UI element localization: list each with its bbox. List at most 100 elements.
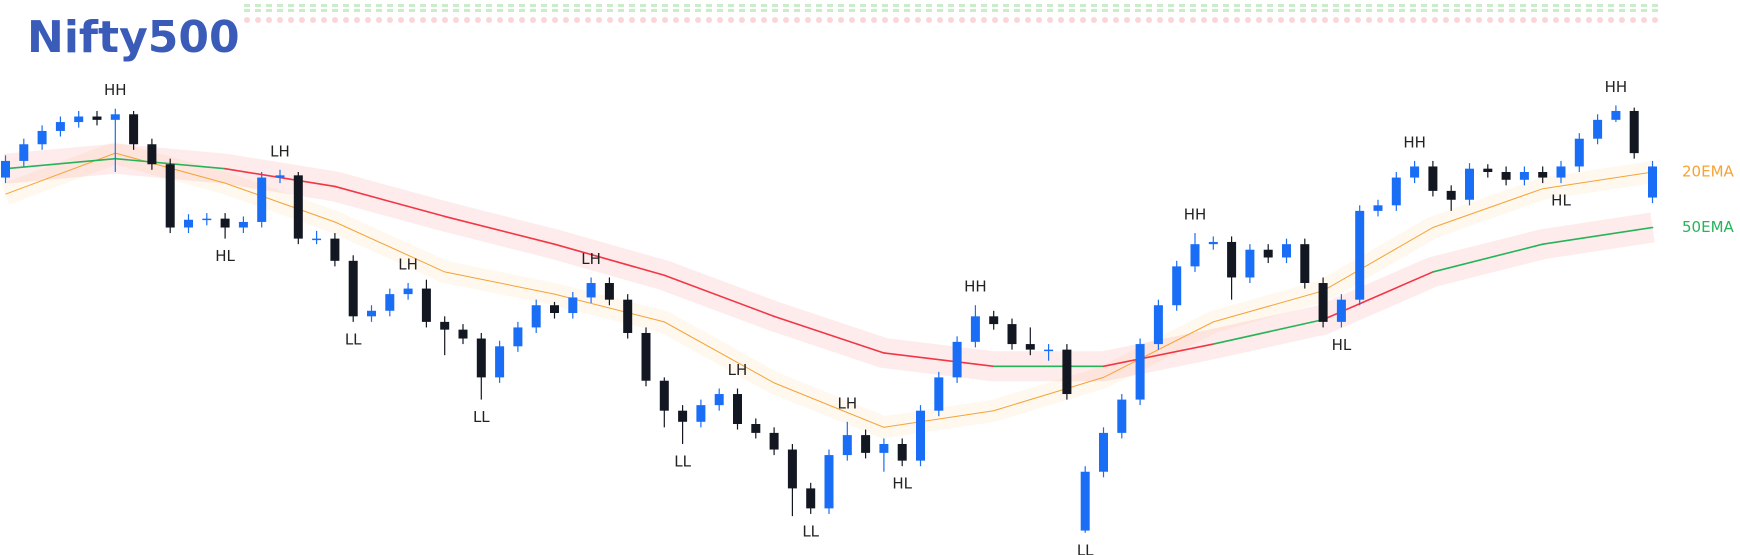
candle-body <box>55 122 65 131</box>
swing-label: HL <box>892 475 912 493</box>
candle-body <box>678 410 688 422</box>
candle-body <box>348 260 358 317</box>
candle-body <box>568 297 578 313</box>
candle-body <box>293 175 303 239</box>
candle-body <box>1227 241 1237 278</box>
chart-title: Nifty500 <box>27 12 240 63</box>
candles <box>1 105 1657 533</box>
candle-body <box>1373 205 1383 211</box>
candle-body <box>1446 190 1456 200</box>
swing-label: HH <box>1605 78 1628 96</box>
candle-body <box>184 219 193 228</box>
candle-body <box>92 116 102 120</box>
signal-row <box>239 15 1659 23</box>
candle-body <box>696 405 706 422</box>
candle-body <box>714 394 724 406</box>
candle-body <box>1 160 10 178</box>
candle-body <box>1318 283 1328 322</box>
labels: 20EMA 50EMA HH HL LH LL LH LL LH LL LH LL LH HL HH LL HH… <box>104 78 1734 555</box>
ema-label: 50EMA <box>1682 218 1735 236</box>
candle-body <box>1153 305 1163 345</box>
candle-body <box>165 164 175 228</box>
swing-label: LL <box>674 452 691 470</box>
candle-body <box>440 321 450 330</box>
candle-body <box>1135 344 1145 400</box>
candle-body <box>1300 244 1310 284</box>
lines <box>4 152 1654 428</box>
candle-body <box>1245 249 1255 278</box>
candle-body <box>879 443 889 453</box>
candle-body <box>330 238 340 261</box>
candle-body <box>312 238 322 241</box>
ema-line-segment <box>1541 226 1654 245</box>
swing-label: LL <box>1077 541 1094 555</box>
swing-label: LL <box>473 408 490 426</box>
candle-body <box>1172 266 1182 306</box>
swing-label: LH <box>728 361 748 379</box>
ema-line-segment <box>443 215 556 245</box>
candle-body <box>1465 168 1474 200</box>
candle-body <box>751 424 761 433</box>
candle-body <box>1025 344 1035 350</box>
candle-body <box>1410 166 1420 178</box>
ema-line-segment <box>1432 243 1544 273</box>
ema-line-segment <box>1102 343 1215 368</box>
candle-body <box>1190 244 1200 267</box>
swing-label: HL <box>215 247 235 265</box>
signal-row <box>239 4 1659 12</box>
candle-body <box>1483 168 1493 173</box>
ema-line-segment <box>1212 318 1324 345</box>
candle-body <box>1080 471 1090 531</box>
swing-label: LL <box>802 522 819 540</box>
candle-body <box>385 294 395 311</box>
candle-body <box>970 316 980 342</box>
swing-label: HH <box>1403 133 1426 151</box>
candle-body <box>659 380 669 411</box>
candle-body <box>897 443 907 461</box>
candle-body <box>513 327 523 347</box>
candle-body <box>550 305 559 313</box>
ema-line <box>5 152 1653 428</box>
swing-label: HL <box>1332 336 1352 354</box>
candle-body <box>458 329 468 339</box>
candle-body <box>1629 110 1639 154</box>
candle-body <box>1044 349 1054 352</box>
candle-body <box>787 449 797 489</box>
candle-body <box>1391 177 1401 206</box>
candle-body <box>952 341 962 378</box>
candle-body <box>1336 299 1346 322</box>
ema-line-segment <box>663 274 775 318</box>
candle-body <box>220 218 230 228</box>
candle-body <box>1593 119 1603 139</box>
candle-body <box>934 377 944 411</box>
ema-line-segment <box>334 185 446 218</box>
candle-body <box>733 394 742 425</box>
candle-body <box>806 488 816 509</box>
candle-body <box>1519 172 1529 180</box>
candle-body <box>74 116 84 123</box>
candle-body <box>1648 166 1657 198</box>
ema-line-segment <box>883 352 995 368</box>
candle-body <box>37 130 47 145</box>
ema-line-segment <box>553 243 666 277</box>
candle-body <box>1117 399 1127 433</box>
candle-body <box>1556 166 1566 178</box>
candle-body <box>421 288 431 322</box>
candle-body <box>1355 210 1365 300</box>
candle-body <box>842 435 852 456</box>
candle-body <box>367 310 376 317</box>
ema-label: 20EMA <box>1682 163 1735 181</box>
candle-body <box>238 221 248 228</box>
candle-body <box>257 177 267 222</box>
ema-line-segment <box>773 315 885 354</box>
candle-body <box>531 305 541 328</box>
ema-line-segment <box>4 157 117 170</box>
swing-label: LH <box>270 142 290 160</box>
candle-body <box>861 435 871 453</box>
candle-body <box>1208 241 1218 245</box>
candle-body <box>769 432 779 450</box>
candle-body <box>824 455 834 509</box>
candle-body <box>1501 172 1511 180</box>
candle-body <box>1282 244 1291 258</box>
